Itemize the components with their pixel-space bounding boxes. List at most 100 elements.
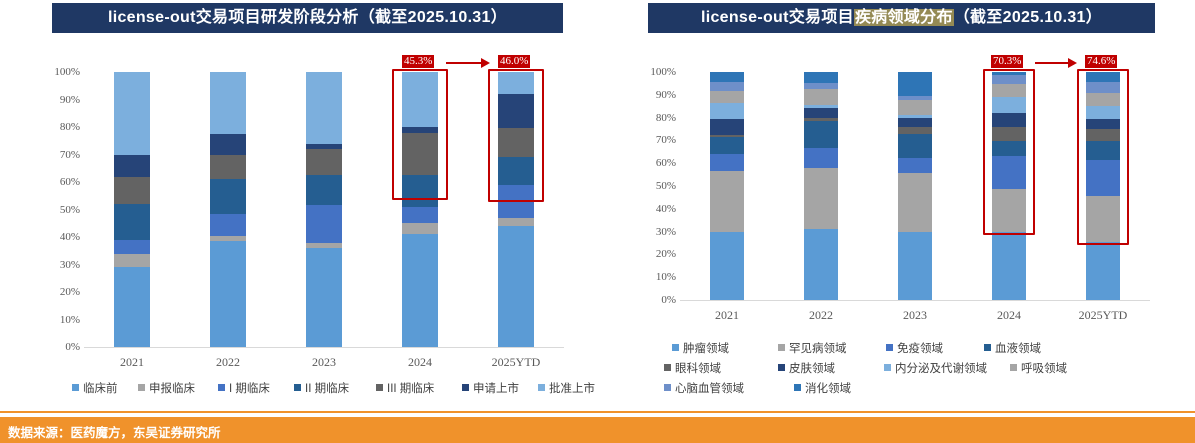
bar-column[interactable] (804, 72, 838, 300)
bar-segment[interactable] (992, 155, 1026, 189)
bar-segment[interactable] (992, 232, 1026, 300)
bar-segment[interactable] (114, 176, 150, 204)
bar-segment[interactable] (114, 72, 150, 155)
bar-segment[interactable] (402, 132, 438, 175)
bar-segment[interactable] (992, 84, 1026, 97)
bar-segment[interactable] (1086, 140, 1120, 160)
bar-column[interactable] (498, 72, 534, 347)
bar-segment[interactable] (1086, 106, 1120, 119)
bar-segment[interactable] (1086, 82, 1120, 93)
bar-segment[interactable] (210, 235, 246, 242)
legend-item[interactable]: 罕见病领域 (778, 340, 886, 356)
bar-segment[interactable] (306, 248, 342, 347)
bar-segment[interactable] (898, 157, 932, 173)
bar-segment[interactable] (498, 94, 534, 129)
bar-segment[interactable] (898, 118, 932, 128)
bar-segment[interactable] (1086, 92, 1120, 107)
bar-column[interactable] (1086, 72, 1120, 300)
legend-item[interactable]: 申报临床 (138, 380, 218, 396)
legend-item[interactable]: I 期临床 (218, 380, 294, 396)
bar-segment[interactable] (992, 72, 1026, 75)
bar-segment[interactable] (804, 229, 838, 300)
bar-segment[interactable] (710, 102, 744, 119)
bar-column[interactable] (710, 72, 744, 300)
bar-segment[interactable] (992, 141, 1026, 156)
bar-segment[interactable] (1086, 242, 1120, 300)
bar-column[interactable] (402, 72, 438, 347)
bar-segment[interactable] (402, 234, 438, 347)
bar-column[interactable] (210, 72, 246, 347)
bar-segment[interactable] (402, 72, 438, 127)
legend-item[interactable]: 免疫领域 (886, 340, 984, 356)
bar-segment[interactable] (804, 105, 838, 109)
bar-segment[interactable] (114, 253, 150, 268)
bar-segment[interactable] (210, 179, 246, 214)
bar-segment[interactable] (804, 108, 838, 118)
bar-segment[interactable] (898, 99, 932, 115)
bar-segment[interactable] (210, 72, 246, 134)
legend-item[interactable]: 皮肤领域 (778, 360, 884, 376)
bar-segment[interactable] (804, 117, 838, 121)
bar-segment[interactable] (498, 184, 534, 218)
bar-segment[interactable] (804, 121, 838, 149)
bar-segment[interactable] (114, 267, 150, 347)
bar-segment[interactable] (710, 118, 744, 135)
legend-item[interactable]: 心脑血管领域 (664, 380, 794, 396)
bar-segment[interactable] (804, 167, 838, 230)
bar-segment[interactable] (898, 172, 932, 233)
bar-segment[interactable] (898, 72, 932, 97)
bar-segment[interactable] (710, 153, 744, 171)
bar-segment[interactable] (498, 217, 534, 226)
bar-segment[interactable] (306, 143, 342, 149)
bar-segment[interactable] (114, 239, 150, 254)
bar-segment[interactable] (210, 154, 246, 180)
bar-column[interactable] (992, 72, 1026, 300)
legend-item[interactable]: 临床前 (72, 380, 138, 396)
bar-segment[interactable] (1086, 72, 1120, 83)
legend-item[interactable]: 内分泌及代谢领域 (884, 360, 1010, 376)
bar-segment[interactable] (710, 91, 744, 103)
bar-segment[interactable] (498, 128, 534, 158)
bar-segment[interactable] (210, 133, 246, 155)
legend-item[interactable]: II 期临床 (294, 380, 376, 396)
bar-segment[interactable] (306, 72, 342, 144)
bar-segment[interactable] (306, 175, 342, 206)
bar-segment[interactable] (1086, 129, 1120, 141)
bar-segment[interactable] (804, 89, 838, 106)
bar-segment[interactable] (114, 154, 150, 177)
legend-item[interactable]: 消化领域 (794, 380, 894, 396)
bar-segment[interactable] (498, 226, 534, 347)
bar-segment[interactable] (992, 74, 1026, 85)
bar-column[interactable] (114, 72, 150, 347)
bar-segment[interactable] (210, 213, 246, 236)
bar-segment[interactable] (1086, 196, 1120, 243)
legend-item[interactable]: 申请上市 (462, 380, 538, 396)
bar-segment[interactable] (898, 114, 932, 119)
bar-segment[interactable] (306, 242, 342, 248)
bar-segment[interactable] (710, 232, 744, 300)
bar-segment[interactable] (1086, 118, 1120, 130)
bar-segment[interactable] (992, 127, 1026, 142)
legend-item[interactable]: III 期临床 (376, 380, 462, 396)
bar-segment[interactable] (710, 170, 744, 233)
bar-segment[interactable] (402, 127, 438, 133)
legend-item[interactable]: 呼吸领域 (1010, 360, 1100, 376)
bar-segment[interactable] (114, 204, 150, 240)
legend-item[interactable]: 血液领域 (984, 340, 1074, 356)
bar-segment[interactable] (898, 96, 932, 100)
bar-segment[interactable] (306, 205, 342, 243)
bar-segment[interactable] (710, 72, 744, 83)
bar-segment[interactable] (992, 188, 1026, 233)
bar-segment[interactable] (498, 157, 534, 185)
bar-segment[interactable] (804, 148, 838, 168)
bar-segment[interactable] (710, 134, 744, 137)
bar-segment[interactable] (498, 72, 534, 94)
bar-segment[interactable] (306, 149, 342, 176)
bar-segment[interactable] (1086, 160, 1120, 197)
bar-segment[interactable] (710, 136, 744, 154)
bar-column[interactable] (898, 72, 932, 300)
bar-segment[interactable] (992, 96, 1026, 113)
bar-segment[interactable] (898, 134, 932, 158)
bar-segment[interactable] (210, 241, 246, 347)
bar-segment[interactable] (804, 83, 838, 90)
